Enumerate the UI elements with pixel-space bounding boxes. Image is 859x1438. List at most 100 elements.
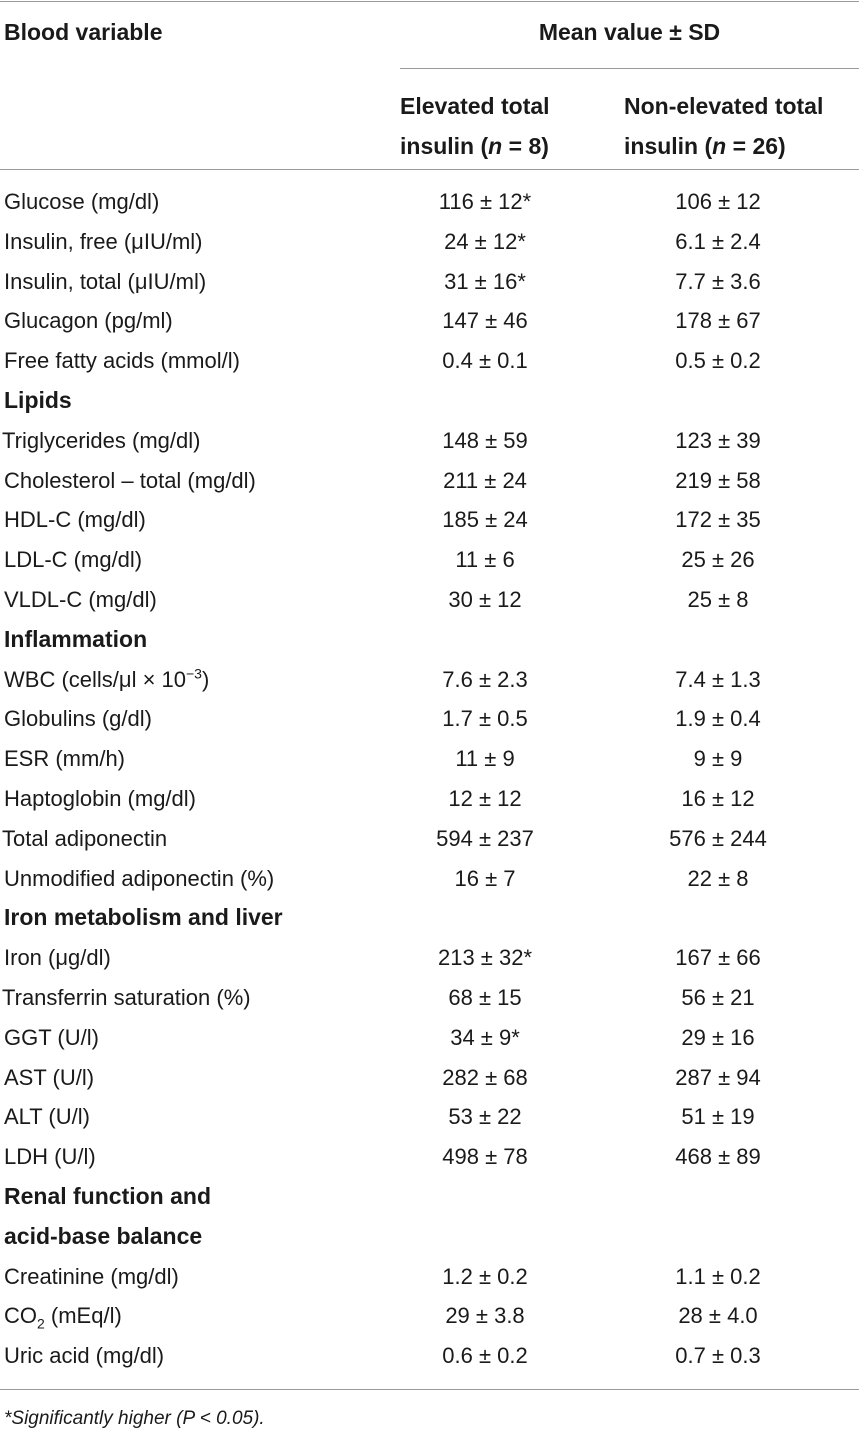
table-body: Glucose (mg/dl) 116 ± 12* 106 ± 12 Insulin,… [0,182,859,1376]
table-row: Total adiponectin 594 ± 237 576 ± 244 [0,819,859,859]
cell-elevated-value: 213 ± 32* [437,945,533,971]
cell-elevated-value: 16 ± 7 [454,865,516,891]
table-row: AST (U/l) 282 ± 68 287 ± 94 [0,1058,859,1098]
cell-elevated-value: 24 ± 12* [444,228,526,254]
cell-non-elevated-value: 219 ± 58 [675,467,761,493]
row-label-text: Glucagon (pg/ml) [4,308,173,334]
cell-elevated-value: 1.7 ± 0.5 [442,706,528,732]
row-label-text: ESR (mm/h) [4,746,125,772]
table-row: ALT (U/l) 53 ± 22 51 ± 19 [0,1097,859,1137]
row-label-text: Iron metabolism and liver [4,904,283,931]
cell-non-elevated-value: 178 ± 67 [675,308,761,334]
cell-elevated-value: 282 ± 68 [442,1064,528,1090]
cell-non-elevated-value: 287 ± 94 [675,1064,761,1090]
row-label-text: Cholesterol – total (mg/dl) [4,467,256,493]
row-label-text: Insulin, total (μIU/ml) [4,268,207,294]
cell-non-elevated-value: 22 ± 8 [687,865,749,891]
row-label-text: Creatinine (mg/dl) [4,1263,179,1289]
cell-non-elevated-value: 51 ± 19 [681,1104,755,1130]
table-footnote: *Significantly higher (P < 0.05). [4,1408,265,1429]
table-row: Creatinine (mg/dl) 1.2 ± 0.2 1.1 ± 0.2 [0,1257,859,1297]
row-label: Triglycerides (mg/dl) [2,421,200,461]
cell-non-elevated-value: 28 ± 4.0 [678,1303,758,1329]
row-label-text: AST (U/l) [4,1064,95,1090]
section-label: Lipids [4,381,72,421]
row-label: ESR (mm/h) [4,739,125,779]
table-bottom-rule [0,1389,859,1390]
table-row: Insulin, total (μIU/ml) 31 ± 16* 7.7 ± 3.6 [0,262,859,302]
cell-elevated-value: 30 ± 12 [448,586,522,612]
table-row: Globulins (g/dl) 1.7 ± 0.5 1.9 ± 0.4 [0,699,859,739]
section-label: Renal function and [4,1177,211,1217]
section-header-row: acid-base balance [0,1217,859,1257]
row-label: Iron (μg/dl) [4,938,111,978]
cell-elevated-value: 7.6 ± 2.3 [442,666,528,692]
row-label-text: Inflammation [4,625,148,652]
row-label-text: HDL-C (mg/dl) [4,507,146,533]
row-label-text: Free fatty acids (mmol/l) [4,348,240,374]
row-label: LDL-C (mg/dl) [4,540,142,580]
section-label: Inflammation [4,620,147,660]
header-elevated-suffix: = 8) [502,133,549,159]
cell-non-elevated-value: 0.7 ± 0.3 [675,1343,761,1369]
header-elevated-line1: Elevated total [400,93,550,119]
cell-non-elevated-value: 29 ± 16 [681,1024,755,1050]
cell-non-elevated-value: 6.1 ± 2.4 [675,228,761,254]
row-label-text: Renal function and [4,1182,211,1209]
cell-elevated-value: 211 ± 24 [443,467,527,493]
row-label-text: Glucose (mg/dl) [4,189,160,214]
cell-non-elevated-value: 7.7 ± 3.6 [675,268,761,294]
row-label-text: LDL-C (mg/dl) [4,547,143,573]
cell-elevated-value: 31 ± 16* [444,268,526,294]
table-row: VLDL-C (mg/dl) 30 ± 12 25 ± 8 [0,580,859,620]
row-label-text: Triglycerides (mg/dl) [2,427,201,453]
cell-elevated-value: 29 ± 3.8 [445,1303,525,1329]
table-row: Transferrin saturation (%) 68 ± 15 56 ± 21 [0,978,859,1018]
header-non-elevated-suffix: = 26) [726,133,786,159]
table-row: LDH (U/l) 498 ± 78 468 ± 89 [0,1137,859,1177]
row-label: Total adiponectin [2,819,167,859]
row-label: Insulin, free (μIU/ml) [4,222,203,262]
row-label: Glucagon (pg/ml) [4,301,173,341]
row-label-suffix: (mEq/l) [44,1303,122,1329]
row-label-text: Uric acid (mg/dl) [4,1343,165,1369]
cell-elevated-value: 12 ± 12 [448,785,522,811]
header-non-elevated-line1: Non-elevated total [624,93,824,119]
row-label-text: LDH (U/l) [4,1144,96,1170]
row-label-text: Total adiponectin [2,825,168,851]
cell-elevated-value: 68 ± 15 [448,984,522,1010]
row-label: LDH (U/l) [4,1137,96,1177]
table-row: WBC (cells/μl × 10−3) 7.6 ± 2.3 7.4 ± 1.3 [0,660,859,700]
section-header-row: Inflammation [0,620,859,660]
header-non-elevated-line2: insulin (n = 26) [624,126,823,166]
section-header-row: Renal function and [0,1177,859,1217]
cell-non-elevated-value: 576 ± 244 [669,825,767,851]
header-non-elevated-n: n [712,133,727,159]
table-row: Free fatty acids (mmol/l) 0.4 ± 0.1 0.5 ± … [0,341,859,381]
table-row: Glucagon (pg/ml) 147 ± 46 178 ± 67 [0,301,859,341]
cell-non-elevated-value: 0.5 ± 0.2 [675,348,761,374]
cell-elevated-value: 148 ± 59 [442,427,528,453]
section-label: acid-base balance [4,1217,202,1257]
header-bottom-rule [0,169,859,170]
header-non-elevated-prefix: insulin ( [624,133,713,159]
cell-non-elevated-value: 123 ± 39 [675,427,761,453]
row-label-text: WBC (cells/μl × 10 [4,666,186,692]
row-label: Creatinine (mg/dl) [4,1257,179,1297]
cell-elevated-value: 11 ± 9 [455,746,515,772]
cell-non-elevated-value: 16 ± 12 [681,785,755,811]
row-label-text: acid-base balance [4,1222,203,1249]
row-label: GGT (U/l) [4,1018,99,1058]
row-label-subscript: 2 [37,1315,45,1332]
row-label: WBC (cells/μl × 10−3) [4,660,209,700]
cell-non-elevated-value: 7.4 ± 1.3 [675,666,761,692]
table-row: CO2 (mEq/l) 29 ± 3.8 28 ± 4.0 [0,1296,859,1336]
section-label: Iron metabolism and liver [4,898,283,938]
table-row: Haptoglobin (mg/dl) 12 ± 12 16 ± 12 [0,779,859,819]
header-elevated-n: n [488,133,503,159]
row-label: Insulin, total (μIU/ml) [4,262,206,302]
table-row: ESR (mm/h) 11 ± 9 9 ± 9 [0,739,859,779]
section-header-row: Iron metabolism and liver [0,898,859,938]
row-label-text: ALT (U/l) [4,1104,90,1130]
